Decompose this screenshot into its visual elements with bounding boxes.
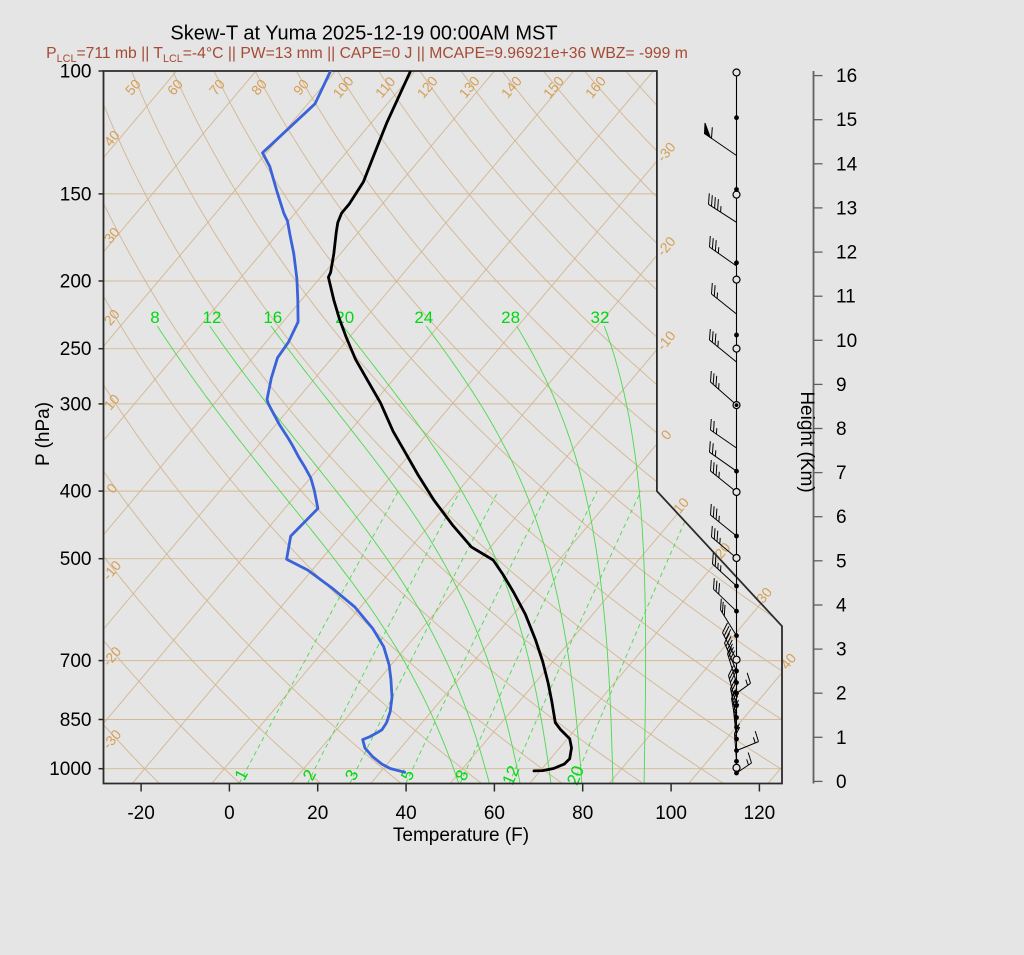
svg-text:8: 8 [150, 308, 159, 327]
svg-text:4: 4 [836, 596, 847, 617]
svg-text:40: 40 [396, 803, 417, 824]
svg-text:11: 11 [836, 287, 856, 308]
svg-text:500: 500 [60, 549, 92, 570]
svg-text:7: 7 [836, 463, 847, 484]
svg-text:250: 250 [60, 339, 92, 360]
svg-text:Skew-T at Yuma 2025-12-19 00:0: Skew-T at Yuma 2025-12-19 00:00AM MST [170, 23, 557, 45]
svg-text:0: 0 [224, 803, 235, 824]
svg-text:850: 850 [60, 710, 92, 731]
svg-text:200: 200 [60, 272, 92, 293]
svg-text:3: 3 [836, 640, 847, 661]
svg-text:-20: -20 [127, 803, 154, 824]
svg-text:14: 14 [836, 154, 858, 175]
svg-text:6: 6 [836, 507, 847, 528]
svg-text:24: 24 [414, 308, 433, 327]
svg-text:Temperature (F): Temperature (F) [393, 825, 529, 846]
svg-text:10: 10 [836, 331, 857, 352]
svg-text:12: 12 [203, 308, 222, 327]
svg-text:1000: 1000 [49, 759, 91, 780]
svg-text:P (hPa): P (hPa) [33, 402, 54, 466]
svg-text:13: 13 [836, 198, 857, 219]
svg-text:2: 2 [836, 684, 847, 705]
svg-text:400: 400 [60, 482, 92, 503]
svg-text:120: 120 [744, 803, 776, 824]
svg-text:5: 5 [836, 551, 847, 572]
svg-text:28: 28 [501, 308, 520, 327]
svg-text:60: 60 [484, 803, 505, 824]
svg-text:Height (Km): Height (Km) [796, 391, 817, 492]
svg-text:16: 16 [836, 66, 857, 87]
svg-text:15: 15 [836, 110, 857, 131]
svg-text:12: 12 [836, 243, 857, 264]
svg-text:9: 9 [836, 375, 847, 396]
svg-text:0: 0 [836, 772, 847, 793]
svg-text:8: 8 [836, 419, 847, 440]
svg-text:700: 700 [60, 651, 92, 672]
svg-text:1: 1 [836, 728, 847, 749]
svg-text:80: 80 [572, 803, 593, 824]
svg-text:150: 150 [60, 184, 92, 205]
svg-text:32: 32 [591, 308, 610, 327]
svg-text:300: 300 [60, 394, 92, 415]
svg-text:16: 16 [263, 308, 282, 327]
svg-text:100: 100 [655, 803, 687, 824]
svg-text:20: 20 [307, 803, 328, 824]
